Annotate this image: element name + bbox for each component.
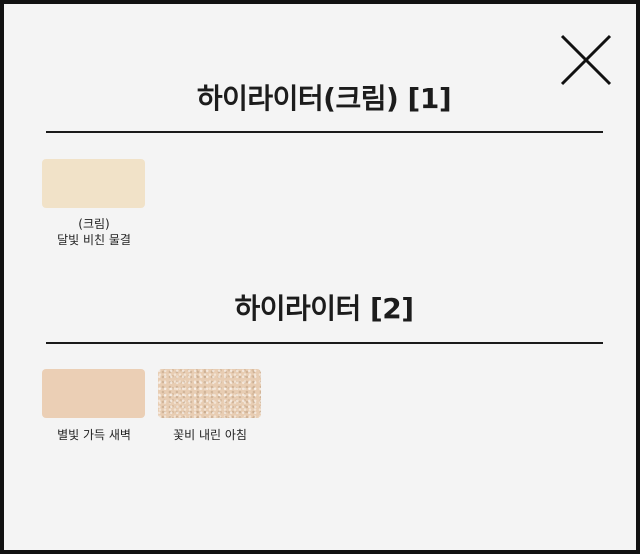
swatch-starlit-dawn[interactable]: [42, 369, 145, 418]
section-title-highlighter: 하이라이터 [2]: [234, 292, 414, 325]
swatch-label-starlit-dawn: 별빛 가득 새벽: [57, 428, 131, 442]
close-button[interactable]: [560, 34, 612, 86]
swatch-moonlit-wave[interactable]: [42, 159, 145, 208]
swatch-label-petal-rain-morning: 꽃비 내린 아침: [173, 428, 247, 442]
section-divider: [46, 131, 603, 133]
close-icon: [560, 34, 612, 86]
section-title-highlighter-cream: 하이라이터(크림) [1]: [196, 82, 452, 115]
swatch-label-moonlit-wave: (크림) 달빛 비친 물결: [57, 217, 131, 247]
section-divider: [46, 342, 603, 344]
swatch-petal-rain-morning[interactable]: [158, 369, 261, 418]
